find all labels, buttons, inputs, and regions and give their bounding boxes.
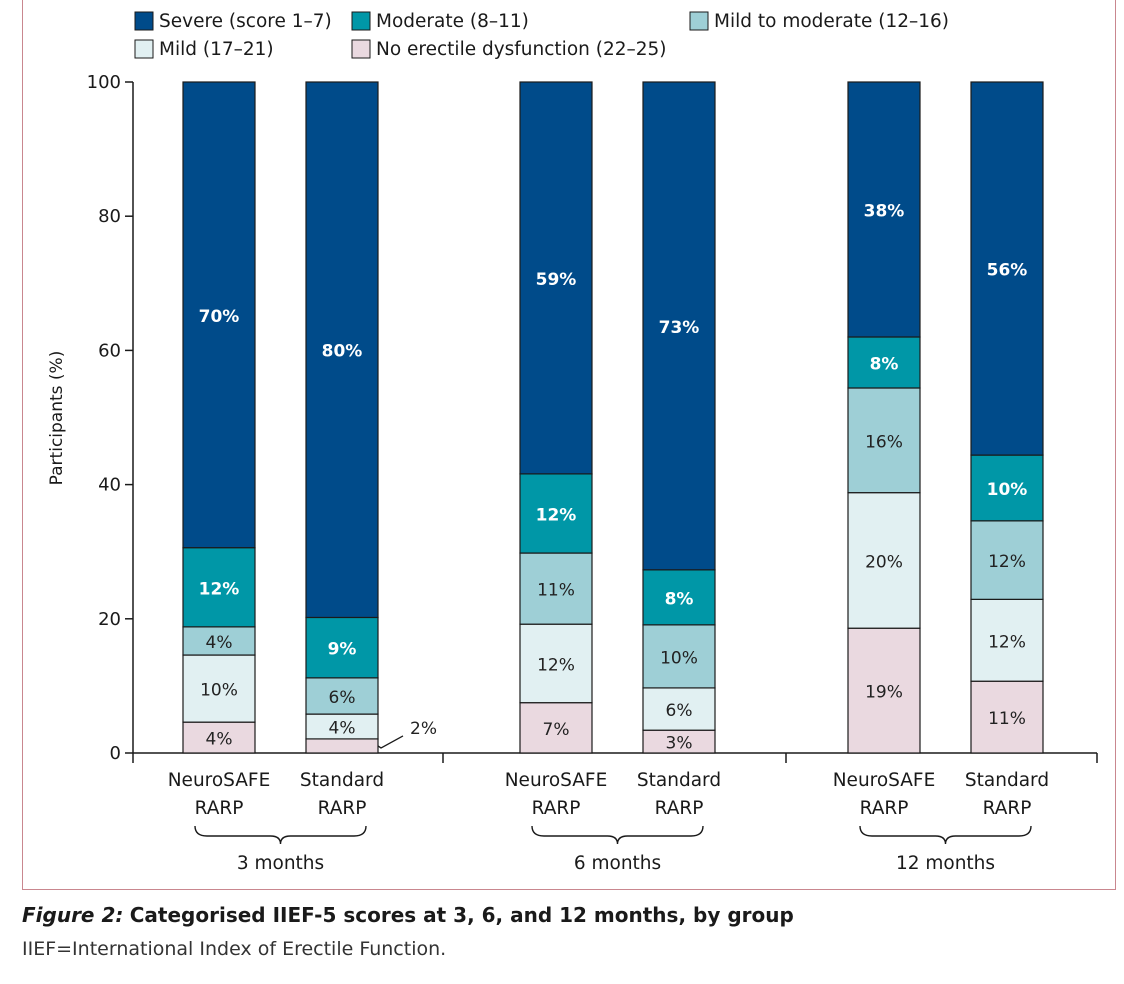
x-label-g3-b1-line1: NeuroSAFE [833, 770, 936, 791]
data-label-g3-b1-s1: 19% [865, 683, 903, 703]
stacked-bar-chart: Severe (score 1–7) Moderate (8–11) Mild to… [47, 11, 1098, 874]
data-label-g3-b1-s4: 8% [870, 354, 899, 374]
y-axis-title: Participants (%) [47, 351, 67, 486]
legend-swatch-3 [689, 11, 709, 31]
data-label-g2-b1-s3: 11% [537, 581, 575, 601]
y-tick-label-0: 0 [110, 743, 121, 764]
x-label-g2-b1-line2: RARP [532, 798, 581, 819]
y-tick-label-60: 60 [98, 340, 121, 361]
legend-swatch-2 [351, 11, 371, 31]
legend-label-2: Moderate (8–11) [376, 11, 529, 32]
group-label-2: 6 months [574, 853, 661, 874]
bar-segment-g2-b1-s4 [519, 473, 593, 554]
legend-swatch-4 [134, 39, 154, 59]
legend-label-5: No erectile dysfunction (22–25) [376, 39, 667, 60]
bar-segment-g1-b1-s5 [182, 81, 256, 549]
bar-segment-g3-b1-s1 [847, 627, 921, 754]
data-label-g2-b2-s3: 10% [660, 648, 698, 668]
legend-swatch-5 [351, 39, 371, 59]
bar-segment-g3-b2-s3 [970, 520, 1044, 600]
data-label-g2-b2-s4: 8% [665, 589, 694, 609]
figure-note: IIEF=International Index of Erectile Fun… [22, 938, 447, 960]
data-label-g1-b2-s2: 4% [329, 718, 356, 738]
data-label-g3-b2-s1: 11% [988, 709, 1026, 729]
bar-segment-g2-b2-s5 [642, 81, 716, 571]
figure-caption: Figure 2: Categorised IIEF-5 scores at 3… [22, 903, 794, 927]
data-label-g2-b1-s4: 12% [536, 505, 577, 525]
data-label-g3-b2-s2: 12% [988, 632, 1026, 652]
data-label-g2-b2-s2: 6% [666, 701, 693, 721]
data-label-g2-b1-s1: 7% [543, 720, 570, 740]
data-label-g2-b1-s2: 12% [537, 655, 575, 675]
data-label-g1-b2-s3: 6% [329, 688, 356, 708]
bar-segment-g2-b2-s2 [642, 687, 716, 731]
bar-segment-g2-b1-s3 [519, 552, 593, 625]
group-brace-2 [531, 825, 704, 845]
y-tick-label-40: 40 [98, 475, 121, 496]
data-label-g3-b2-s5: 56% [987, 261, 1028, 281]
x-label-g2-b2-line1: Standard [637, 770, 721, 791]
data-label-g3-b2-s3: 12% [988, 552, 1026, 572]
bar-segment-g1-b1-s1 [182, 721, 256, 754]
bar-segment-g1-b2-s1 [305, 738, 379, 754]
x-label-g1-b1-line2: RARP [195, 798, 244, 819]
bar-segment-g2-b2-s3 [642, 624, 716, 689]
bar-segment-g1-b1-s2 [182, 654, 256, 723]
data-label-g1-b1-s3: 4% [206, 633, 233, 653]
x-label-g3-b1-line2: RARP [860, 798, 909, 819]
group-label-3: 12 months [896, 853, 995, 874]
data-label-g2-b2-s1: 3% [666, 734, 693, 754]
figure-label: Figure 2: [22, 903, 124, 927]
data-label-g3-b2-s4: 10% [987, 480, 1028, 500]
x-label-g2-b2-line2: RARP [655, 798, 704, 819]
bar-segment-g1-b1-s3 [182, 626, 256, 656]
legend-label-1: Severe (score 1–7) [159, 11, 332, 32]
x-label-g1-b1-line1: NeuroSAFE [168, 770, 271, 791]
data-label-g1-b1-s5: 70% [199, 307, 240, 327]
x-label-g1-b2-line2: RARP [318, 798, 367, 819]
bar-segment-g2-b1-s1 [519, 702, 593, 754]
bar-segment-g2-b2-s4 [642, 569, 716, 626]
data-label-g3-b1-s3: 16% [865, 432, 903, 452]
legend-label-4: Mild (17–21) [159, 39, 274, 60]
bar-segment-g1-b2-s5 [305, 81, 379, 619]
bar-segment-g3-b1-s3 [847, 387, 921, 494]
y-tick-label-80: 80 [98, 206, 121, 227]
figure-title: Categorised IIEF-5 scores at 3, 6, and 1… [129, 903, 794, 927]
x-label-g1-b2-line1: Standard [300, 770, 384, 791]
data-label-g2-b2-s5: 73% [659, 318, 700, 338]
data-label-g1-b1-s2: 10% [200, 681, 238, 701]
data-label-g3-b1-s5: 38% [864, 201, 905, 221]
callout-leader-line [377, 735, 404, 749]
bar-segment-g1-b2-s2 [305, 713, 379, 740]
bar-segment-g3-b1-s5 [847, 81, 921, 338]
data-label-g3-b1-s2: 20% [865, 552, 903, 572]
x-label-g3-b2-line2: RARP [983, 798, 1032, 819]
bar-segment-g1-b1-s4 [182, 547, 256, 628]
y-tick-label-20: 20 [98, 609, 121, 630]
group-label-1: 3 months [237, 853, 324, 874]
group-brace-3 [859, 825, 1032, 845]
x-label-g3-b2-line1: Standard [965, 770, 1049, 791]
x-label-g2-b1-line1: NeuroSAFE [505, 770, 608, 791]
legend-label-3: Mild to moderate (12–16) [714, 11, 949, 32]
data-label-g1-b1-s4: 12% [199, 579, 240, 599]
bar-segment-g3-b2-s2 [970, 598, 1044, 682]
legend-swatch-1 [134, 11, 154, 31]
group-brace-1 [194, 825, 367, 845]
y-tick-label-100: 100 [87, 72, 121, 93]
data-label-g1-b2-s5: 80% [322, 342, 363, 362]
data-label-g1-b2-s4: 9% [328, 640, 357, 660]
callout-label: 2% [410, 719, 437, 739]
bar-segment-g1-b2-s3 [305, 677, 379, 715]
bar-segment-g3-b1-s2 [847, 492, 921, 629]
bar-segment-g3-b2-s5 [970, 81, 1044, 456]
bar-segment-g1-b2-s4 [305, 616, 379, 679]
data-label-g1-b1-s1: 4% [206, 730, 233, 750]
figure-frame [22, 0, 1116, 890]
data-label-g2-b1-s5: 59% [536, 270, 577, 290]
bar-segment-g2-b1-s5 [519, 81, 593, 475]
